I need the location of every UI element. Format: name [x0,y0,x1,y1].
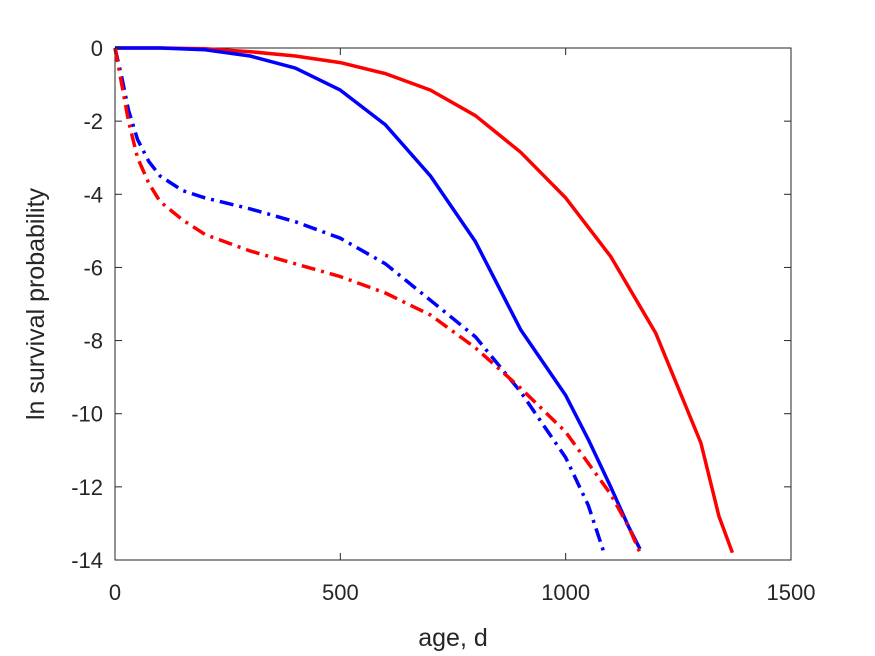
y-axis-label: ln survival probability [22,187,50,420]
x-tick-label: 1500 [767,580,816,605]
y-tick-label: -12 [71,475,103,500]
x-tick-label: 0 [109,580,121,605]
plot-area [114,47,792,561]
x-tick-label: 500 [322,580,359,605]
y-tick-label: -8 [83,329,103,354]
y-tick-label: -4 [83,182,103,207]
y-tick-label: 0 [91,36,103,61]
y-tick-label: -2 [83,109,103,134]
x-axis-label: age, d [418,624,488,652]
series-line-1 [115,46,642,550]
x-tick-label: 1000 [541,580,590,605]
y-tick-label: -14 [71,548,103,573]
series-line-2 [113,47,606,554]
series-line-0 [115,46,735,554]
series-line-3 [113,47,642,554]
tick-layer: 0 500 1000 1500 0 -2 -4 -6 -8 -10 -12 -14 [71,36,815,605]
series-layer [113,46,735,554]
y-tick-label: -6 [83,255,103,280]
y-tick-label: -10 [71,402,103,427]
